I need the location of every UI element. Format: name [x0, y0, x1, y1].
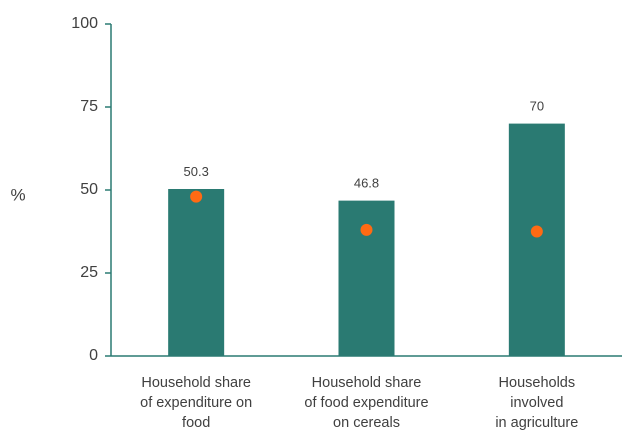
x-category-label-line: of food expenditure: [304, 395, 428, 411]
bar: [508, 123, 565, 356]
y-tick-label: 75: [80, 98, 98, 115]
scatter-point: [530, 225, 543, 238]
x-category-label-line: in agriculture: [495, 415, 578, 431]
y-tick-label: 100: [71, 15, 98, 32]
x-category-label-line: involved: [510, 395, 563, 411]
bar-data-label: 46.8: [354, 176, 379, 191]
x-category-label-line: food: [182, 415, 210, 431]
x-category-label-line: on cereals: [333, 415, 400, 431]
x-category-label-line: of expenditure on: [140, 395, 252, 411]
scatter-point: [360, 223, 373, 236]
bar-data-label: 50.3: [184, 164, 209, 179]
x-category-label-line: Household share: [312, 375, 422, 391]
x-axis: Household share of expenditure on foodHous…: [111, 355, 622, 431]
y-tick-label: 50: [80, 181, 98, 198]
scatter-points: [190, 190, 543, 238]
bar-data-label: 70: [530, 99, 544, 114]
y-axis-title: %: [10, 185, 25, 204]
y-tick-label: 0: [89, 347, 98, 364]
bar: [168, 189, 225, 356]
x-category-label-line: Households: [499, 375, 576, 391]
x-category-label: Households involved in agriculture: [495, 375, 578, 431]
y-axis: 0 25 50 75 100: [71, 15, 112, 364]
y-tick-label: 25: [80, 264, 98, 281]
bars: 50.3 46.8 70: [168, 99, 565, 356]
x-category-label-line: Household share: [141, 375, 251, 391]
x-category-label: Household share of food expenditure on cer…: [304, 375, 428, 431]
x-category-label: Household share of expenditure on food: [140, 375, 252, 431]
scatter-point: [190, 190, 203, 203]
